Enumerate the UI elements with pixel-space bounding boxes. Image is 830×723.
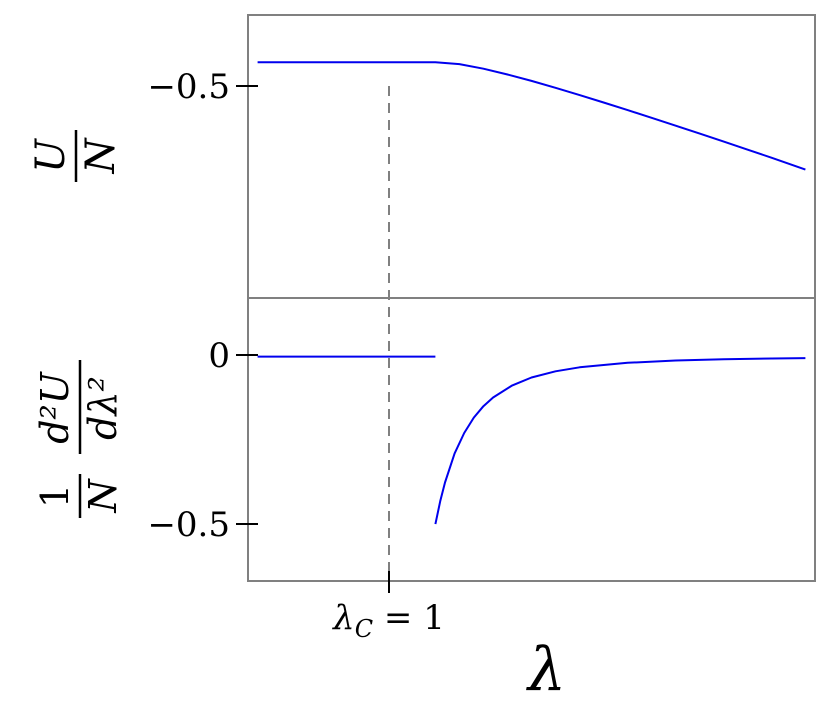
top-ylabel-numerator: U	[28, 138, 74, 173]
top-ylabel-denominator: N	[78, 137, 124, 175]
bottom-xtick-label: λC = 1	[331, 598, 445, 643]
bottom-ytick-label-neg: −0.5	[147, 505, 230, 545]
top-panel: −0.5 U N	[28, 14, 816, 299]
bottom-series-line-1	[434, 357, 806, 525]
top-ylabel: U N	[28, 130, 124, 182]
xtick-subscript: C	[355, 615, 373, 643]
bottom-series-group	[257, 355, 806, 525]
top-ytick-label: −0.5	[147, 67, 230, 107]
bottom-ylabel: 1 N d²U dλ²	[33, 360, 125, 518]
top-series-line-0	[257, 61, 806, 171]
bottom-ylabel-n: N	[81, 478, 125, 514]
xtick-lambda: λ	[331, 598, 355, 638]
xtick-equals-one: = 1	[373, 598, 445, 638]
top-series-group	[257, 61, 806, 171]
bottom-panel: 0 −0.5 λC = 1 λ 1 N d²U dλ²	[33, 297, 816, 705]
bottom-xlabel: λ	[526, 635, 566, 705]
bottom-ytick-label-zero: 0	[208, 336, 230, 376]
bottom-panel-frame	[247, 297, 816, 582]
bottom-ylabel-one: 1	[33, 484, 77, 508]
top-panel-frame	[247, 14, 816, 299]
bottom-ylabel-dlambda: dλ²	[81, 376, 125, 440]
bottom-ylabel-d2u: d²U	[33, 370, 77, 444]
